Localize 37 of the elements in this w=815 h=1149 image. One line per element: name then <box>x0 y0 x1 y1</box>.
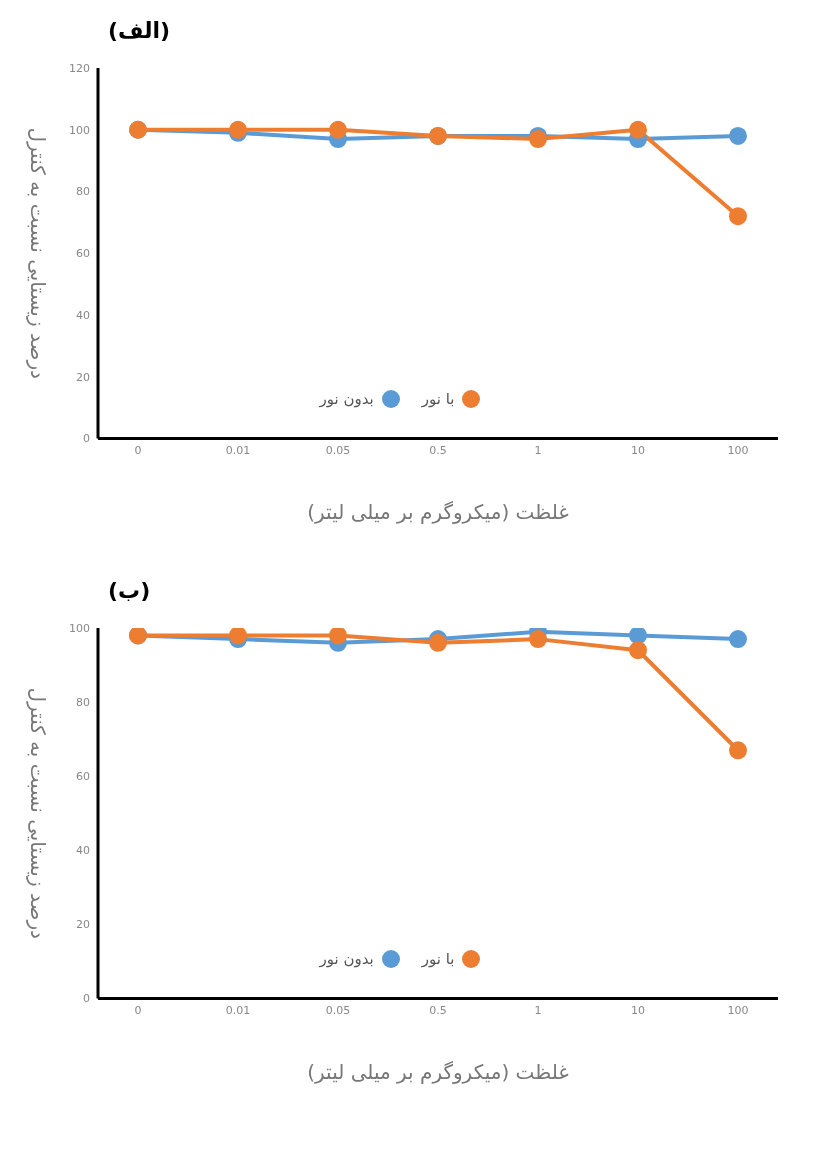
y-tick-label: 100 <box>69 621 90 635</box>
x-tick-label: 10 <box>631 1004 645 1018</box>
y-axis-title: درصد زیستایی نسبت به کنترل <box>25 127 50 379</box>
y-tick-label: 80 <box>76 185 90 199</box>
y-tick-label: 100 <box>69 123 90 137</box>
chart-title: (ب) <box>108 578 151 603</box>
y-tick-label: 40 <box>76 308 90 322</box>
legend-label: با نور <box>421 389 455 408</box>
y-tick-label: 0 <box>83 992 90 1006</box>
x-axis-title: غلظت (میکروگرم بر میلی لیتر) <box>307 499 569 524</box>
y-tick-label: 0 <box>83 432 90 446</box>
x-tick-label: 0.01 <box>225 444 251 458</box>
x-tick-label: 0.5 <box>429 1004 447 1018</box>
x-tick-label: 0 <box>134 1004 142 1018</box>
x-tick-label: 1 <box>534 444 542 458</box>
y-axis-title: درصد زیستایی نسبت به کنترل <box>25 687 50 939</box>
legend-label: بدون نور <box>319 389 374 408</box>
x-tick-label: 10 <box>631 444 645 458</box>
chart-title: (الف) <box>108 18 171 43</box>
y-tick-label: 20 <box>76 918 90 932</box>
y-tick-label: 80 <box>76 696 90 710</box>
x-tick-label: 100 <box>727 444 749 458</box>
x-axis-title: غلظت (میکروگرم بر میلی لیتر) <box>307 1059 569 1084</box>
x-tick-label: 0.01 <box>225 1004 251 1018</box>
y-tick-label: 60 <box>76 770 90 784</box>
y-tick-label: 120 <box>69 61 90 75</box>
x-tick-label: 0.5 <box>429 444 447 458</box>
y-tick-label: 20 <box>76 370 90 384</box>
legend-label: با نور <box>421 949 455 968</box>
y-tick-label: 40 <box>76 844 90 858</box>
x-tick-label: 0 <box>134 444 142 458</box>
legend-label: بدون نور <box>319 949 374 968</box>
x-tick-label: 1 <box>534 1004 542 1018</box>
x-tick-label: 0.05 <box>325 444 351 458</box>
y-tick-label: 60 <box>76 247 90 261</box>
x-tick-label: 0.05 <box>325 1004 351 1018</box>
x-tick-label: 100 <box>727 1004 749 1018</box>
